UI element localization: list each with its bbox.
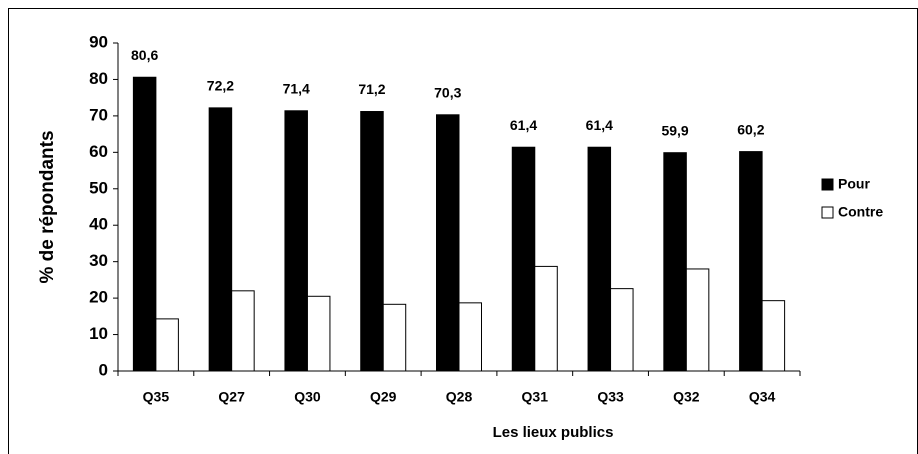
value-label: 61,4 [510,117,537,133]
x-tick-label: Q31 [522,389,549,405]
bar [761,300,786,372]
bar [155,318,179,372]
y-tick-label: 40 [89,215,108,234]
bar [360,111,384,372]
value-label: 59,9 [661,122,688,138]
x-tick-label: Q27 [218,389,245,405]
bar [132,76,157,372]
bar [534,265,558,372]
bar [284,110,308,372]
bar [458,302,482,372]
x-tick-label: Q34 [749,389,776,405]
x-axis-label: Les lieux publics [493,424,614,441]
y-tick-label: 30 [89,251,108,270]
bar [739,151,763,372]
x-tick-label: Q28 [446,389,473,405]
x-tick-label: Q32 [673,389,700,405]
bar [587,146,612,372]
y-tick-label: 70 [89,105,108,124]
x-tick-label: Q35 [143,389,170,405]
x-tick-label: Q33 [597,389,624,405]
x-tick-label: Q29 [370,389,397,405]
value-label: 71,2 [358,81,385,97]
y-axis-label: % de répondants [37,130,58,283]
bar [663,152,687,372]
y-tick-label: 10 [89,324,108,343]
value-label: 80,6 [131,47,158,63]
value-label: 61,4 [586,117,613,133]
legend-swatch [821,178,834,191]
value-label: 60,2 [737,121,764,137]
value-label: 71,4 [283,80,310,96]
legend-label: Contre [838,204,883,220]
value-label: 72,2 [207,78,234,94]
bar [231,290,255,372]
y-tick-label: 20 [89,288,108,307]
y-tick-label: 50 [89,178,108,197]
y-tick-label: 60 [89,142,108,161]
bar [382,303,407,372]
legend-label: Pour [838,176,870,192]
y-tick-label: 80 [89,69,108,88]
bar [610,288,634,372]
x-tick-label: Q30 [294,389,321,405]
value-label: 70,3 [434,84,461,100]
bar [436,114,460,372]
legend-swatch [821,206,834,219]
y-tick-label: 0 [99,360,108,379]
bar [306,295,331,372]
bar [208,107,233,372]
bar [511,146,536,372]
y-tick-label: 90 [89,32,108,51]
bar [685,268,710,372]
